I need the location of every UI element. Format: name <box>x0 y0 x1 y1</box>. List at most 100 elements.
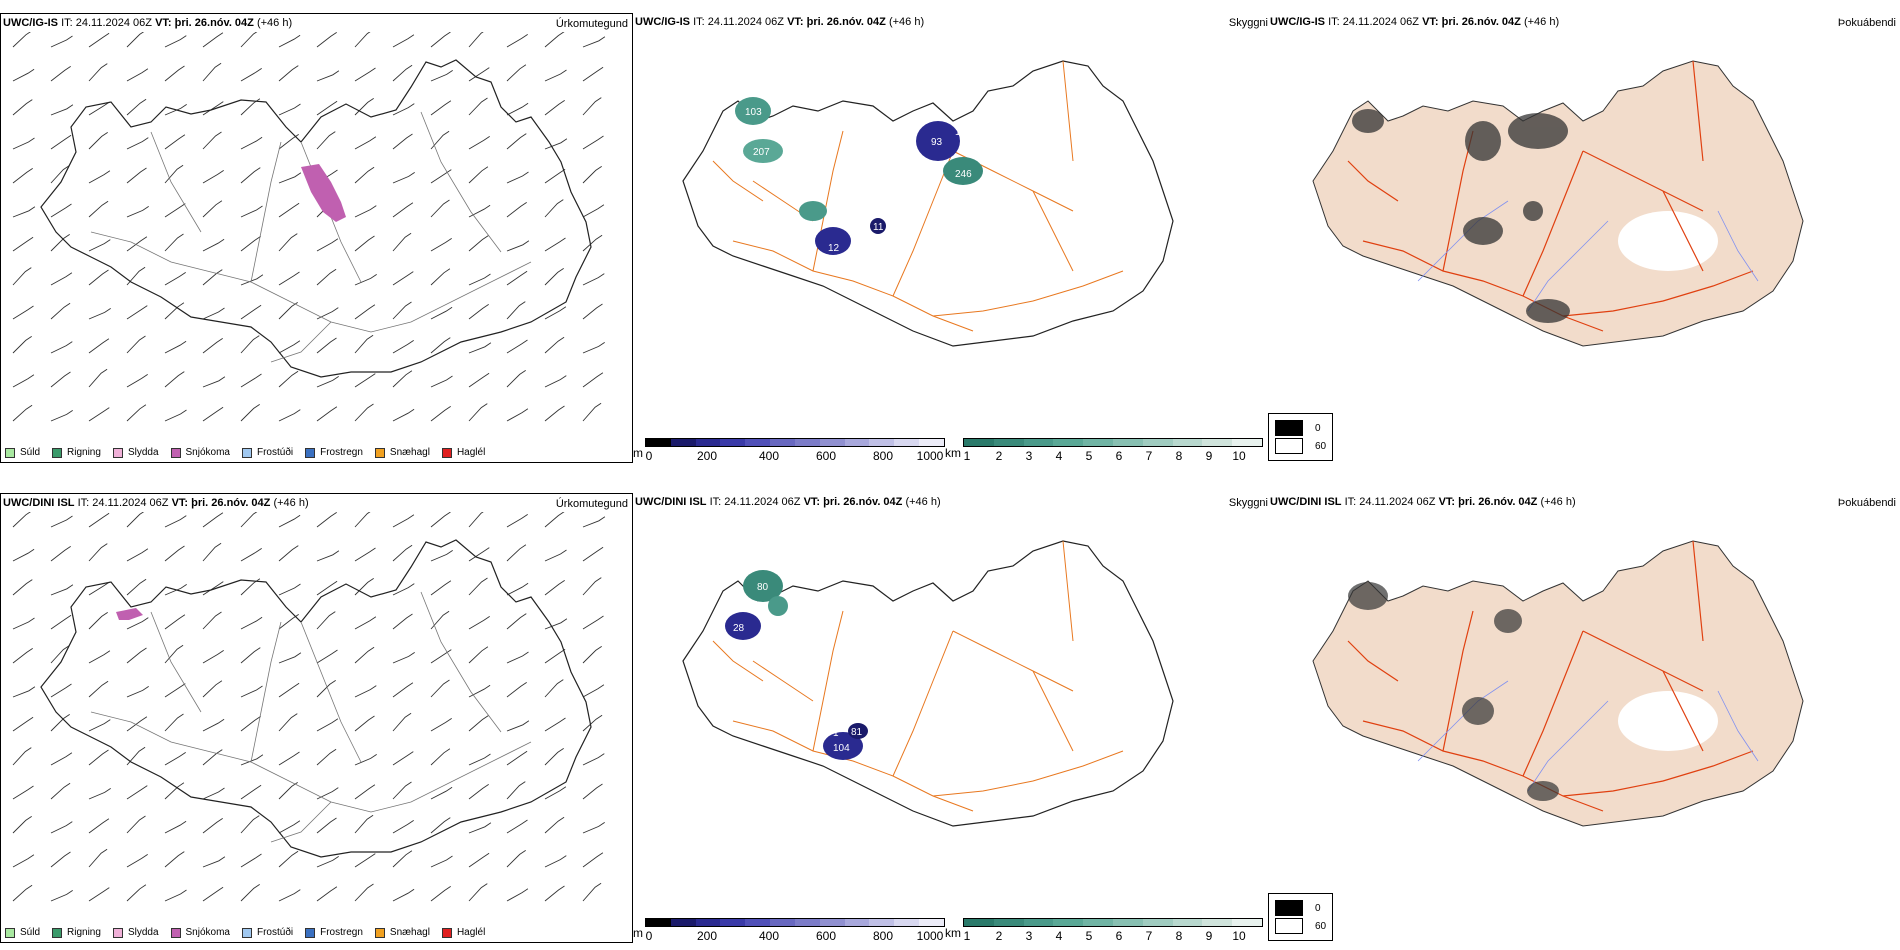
wind-barb <box>164 65 185 82</box>
wind-barb <box>164 104 187 116</box>
wind-barb <box>392 781 412 800</box>
wind-barb <box>582 36 606 48</box>
tick-label: 4 <box>1055 449 1063 463</box>
tick-label: 6 <box>1115 929 1123 943</box>
wind-barb <box>430 32 451 48</box>
wind-barb <box>506 171 529 184</box>
wind-barb <box>582 234 603 252</box>
wind-barb <box>50 851 71 868</box>
wind-barb <box>88 32 110 48</box>
wind-barb <box>278 820 301 834</box>
wind-barb <box>354 512 371 528</box>
wind-barb <box>202 718 225 732</box>
wind-barb <box>278 652 302 664</box>
wind-barb <box>126 548 149 562</box>
wind-barb <box>316 611 336 630</box>
wind-barb <box>126 167 147 184</box>
wind-barb <box>278 682 300 698</box>
wind-barb <box>50 515 73 528</box>
wind-barb <box>12 206 36 218</box>
wind-barb <box>392 103 415 116</box>
wind-barb <box>12 816 32 834</box>
tick-label: 200 <box>696 449 718 463</box>
wind-barb <box>430 306 453 320</box>
wind-barb <box>506 613 527 630</box>
wind-barb <box>240 335 260 354</box>
visibility-m-colorbar: m 0 200 400 600 800 1000 <box>633 918 945 943</box>
wind-barb <box>50 645 70 664</box>
wind-barb <box>544 786 567 800</box>
wind-barb <box>316 649 338 664</box>
wind-barb <box>50 35 73 48</box>
tick-label: 7 <box>1145 449 1153 463</box>
tick-label: 800 <box>872 929 894 943</box>
wind-barb <box>164 851 185 868</box>
iceland-roads <box>712 60 1124 332</box>
wind-barb <box>392 751 414 766</box>
wind-barb <box>278 103 301 116</box>
wind-barb <box>164 233 184 252</box>
wind-barb <box>126 68 149 82</box>
wind-barb <box>506 544 527 562</box>
glacier <box>1618 691 1718 751</box>
snow-area <box>116 608 143 620</box>
iceland-land <box>1312 60 1804 347</box>
iceland-map-wind-barbs <box>12 32 606 422</box>
iceland-outline <box>40 59 592 378</box>
wind-barb <box>164 35 187 48</box>
fog-legend: 0 60 <box>1268 413 1334 461</box>
wind-barb <box>392 613 413 630</box>
legend-item: Slydda <box>112 447 159 458</box>
colorbar-cells <box>645 918 945 927</box>
wind-barb <box>50 134 72 150</box>
wind-barb <box>202 269 223 286</box>
wind-barb <box>202 62 222 82</box>
tick-label: 600 <box>815 449 837 463</box>
wind-barb <box>88 101 110 116</box>
wind-barb <box>582 135 604 150</box>
map-label: 81 <box>851 727 863 738</box>
panel-title: Þokuábendi <box>1837 17 1896 29</box>
wind-barb <box>544 549 567 562</box>
tick-label: 2 <box>995 929 1003 943</box>
wind-barb <box>202 542 222 562</box>
iceland-land <box>1312 540 1804 827</box>
wind-barb <box>240 884 260 902</box>
wind-barb <box>430 886 451 902</box>
wind-barb <box>316 131 336 150</box>
wind-barb <box>468 67 490 82</box>
tick-label: 9 <box>1205 449 1213 463</box>
legend-swatch <box>112 447 123 458</box>
wind-barb <box>354 853 376 868</box>
wind-barb <box>88 719 111 732</box>
legend-item: Súld <box>5 927 40 938</box>
wind-barb <box>88 200 109 218</box>
tick-label: 1000 <box>916 449 944 463</box>
map-label: 28 <box>733 623 745 634</box>
wind-barb <box>544 69 567 82</box>
wind-barb <box>468 547 490 562</box>
wind-barb <box>544 648 566 664</box>
wind-barb <box>468 577 488 596</box>
wind-barb <box>88 368 108 388</box>
wind-barb <box>202 856 226 868</box>
iceland-map-visibility: 103 207 93 11 246 102 11 12 <box>682 60 1174 347</box>
wind-barb <box>392 888 415 902</box>
wind-barb <box>278 340 301 354</box>
wind-barb <box>278 271 300 286</box>
wind-barb <box>430 70 453 82</box>
colorbar-unit: m <box>633 926 643 940</box>
wind-barb <box>392 64 413 82</box>
wind-barb <box>582 402 602 422</box>
wind-barb <box>582 97 602 116</box>
legend-swatch <box>5 447 15 458</box>
wind-barb <box>430 748 451 766</box>
tick-label: 8 <box>1175 449 1183 463</box>
wind-barb <box>240 167 261 184</box>
wind-barb <box>544 816 565 834</box>
wind-barb <box>392 202 414 218</box>
low-visibility-areas <box>735 97 983 255</box>
legend-item: Frostúði <box>241 927 293 938</box>
wind-barb <box>430 786 453 800</box>
wind-barb <box>278 889 301 902</box>
